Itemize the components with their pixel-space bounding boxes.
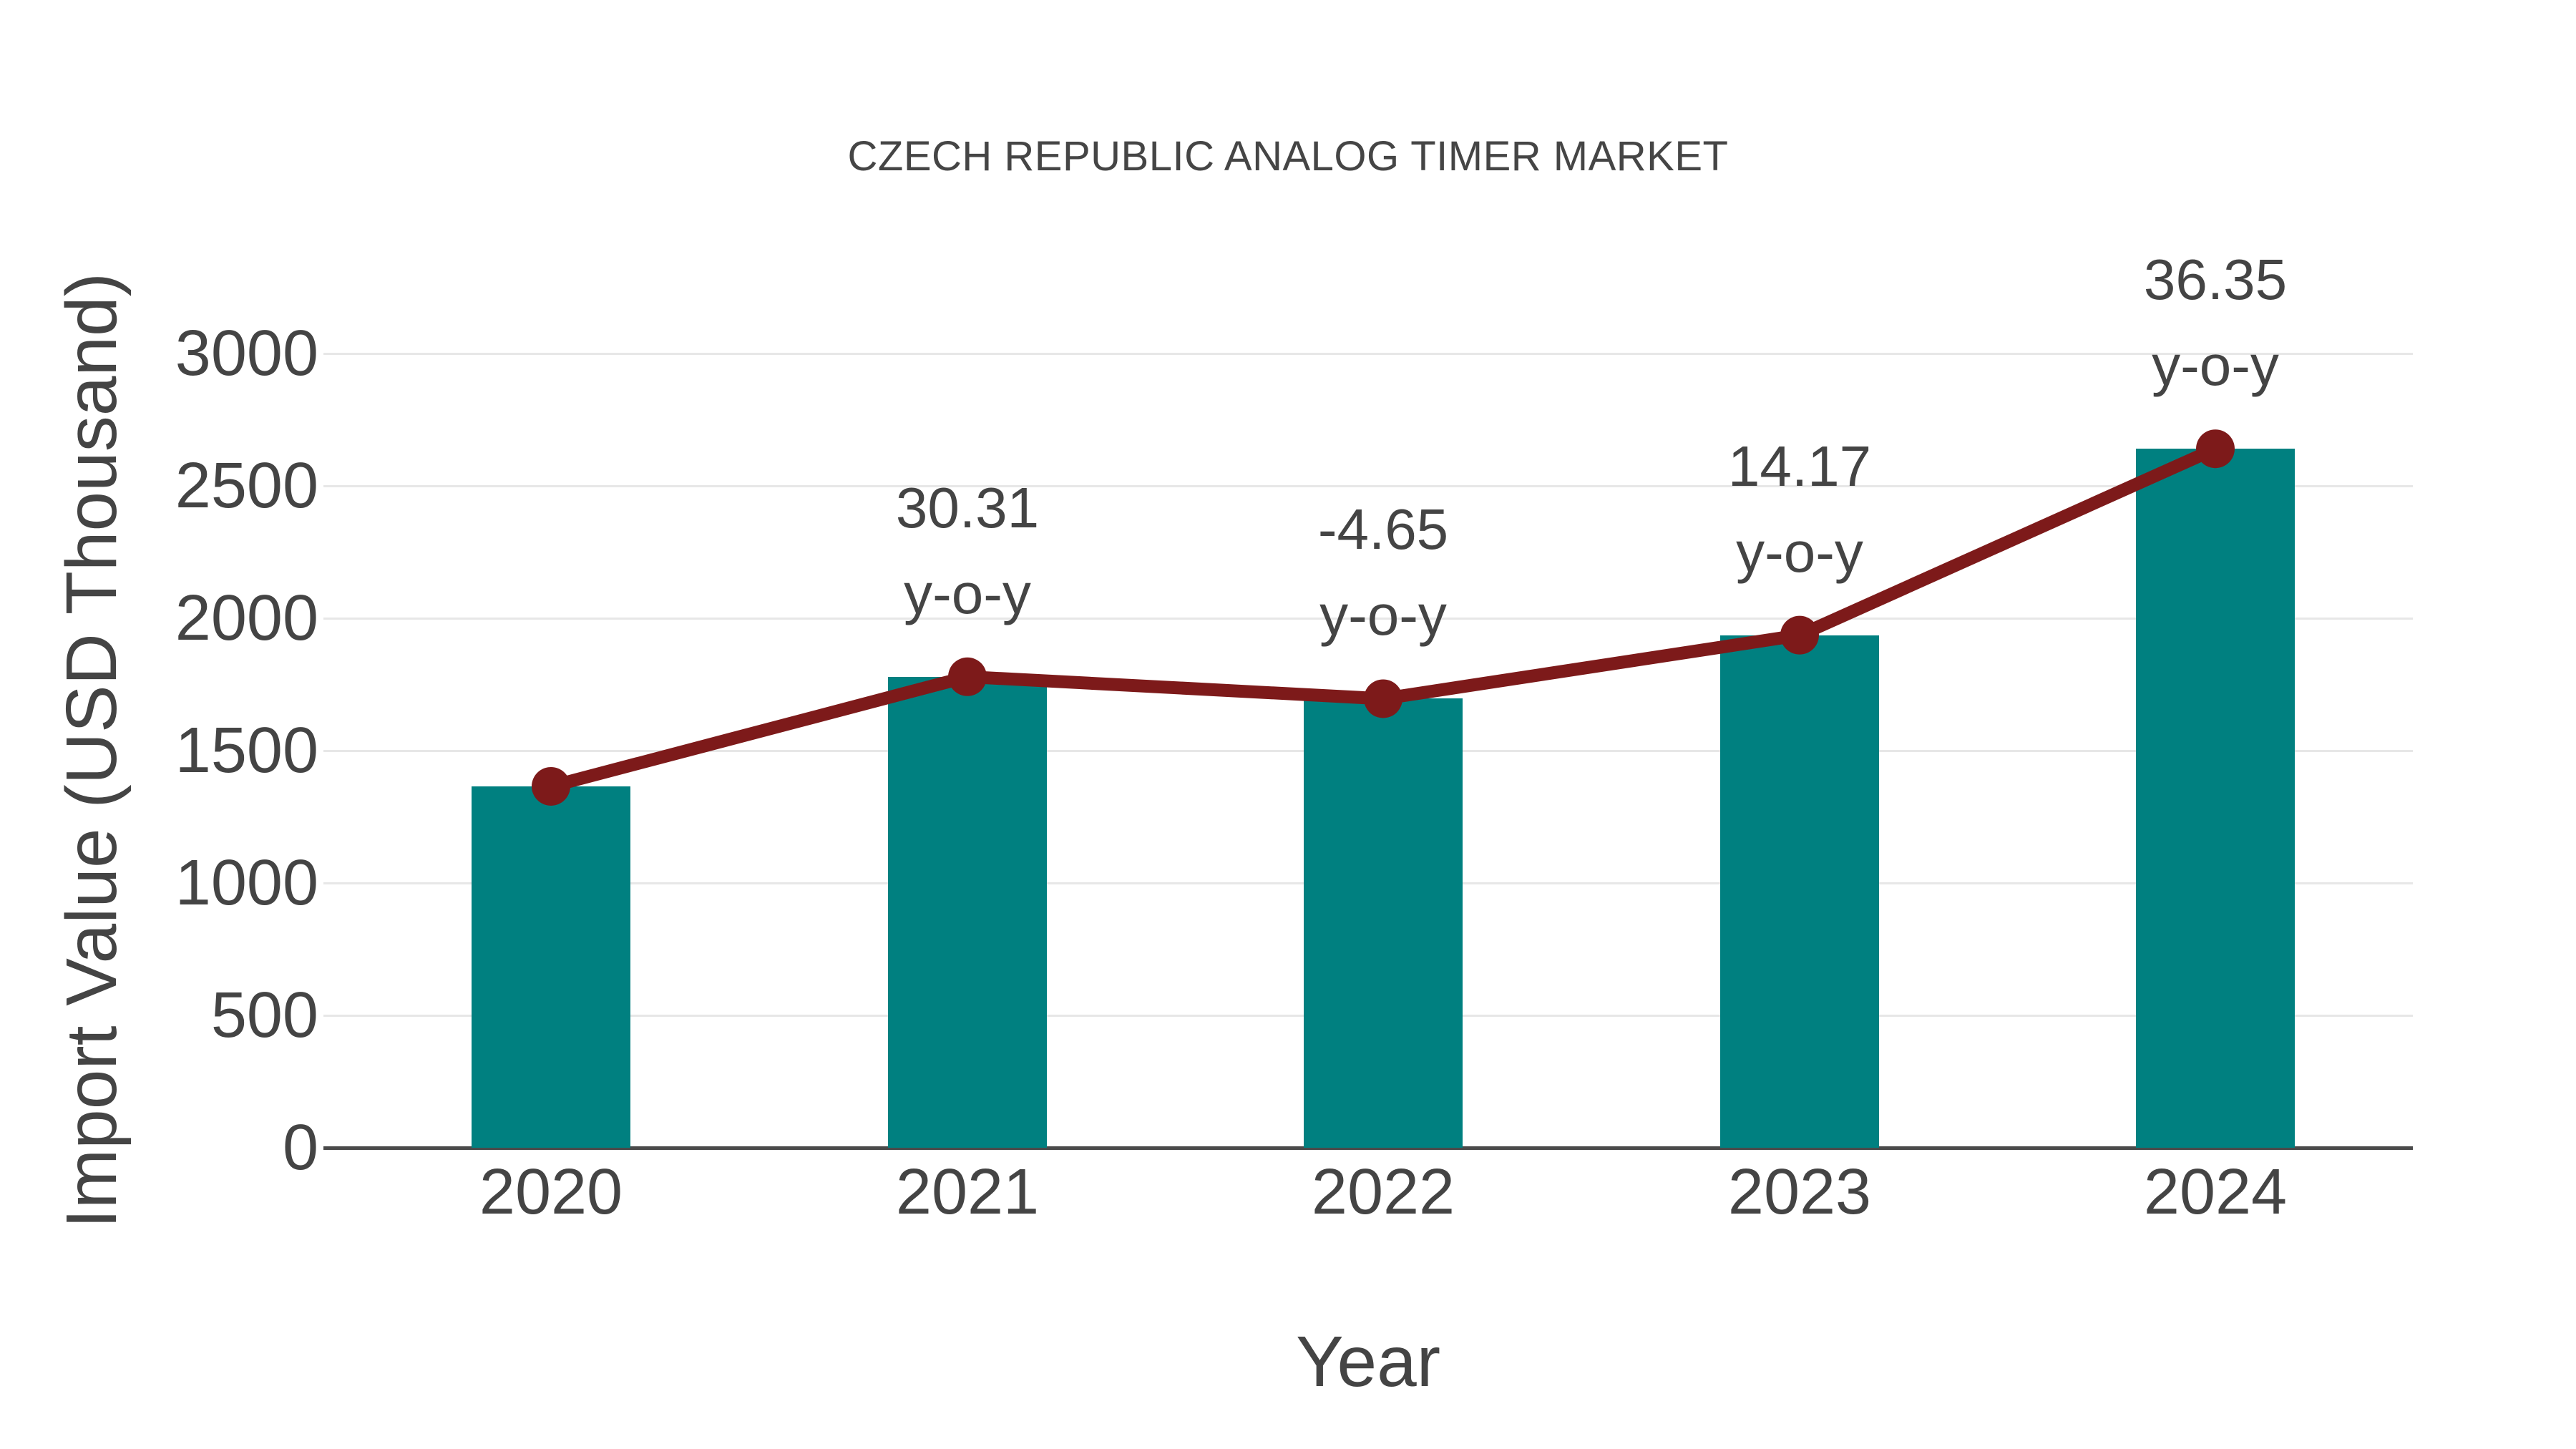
annotation-2022-value: -4.65: [1317, 497, 1449, 562]
annotation-2023-value: 14.17: [1727, 434, 1872, 498]
y-tick-2000: 2000: [175, 582, 318, 654]
x-tick-2023: 2023: [1727, 1156, 1872, 1228]
bar-2023: [1720, 635, 1879, 1148]
data-point-2023: [1780, 615, 1819, 655]
y-tick-500: 500: [210, 980, 318, 1051]
y-tick-2500: 2500: [175, 450, 318, 522]
y-tick-0: 0: [282, 1112, 318, 1184]
bar-2020: [472, 786, 630, 1148]
bar-2024: [2136, 449, 2295, 1148]
data-point-2024: [2196, 429, 2235, 469]
data-point-2022: [1364, 679, 1402, 718]
annotation-2023-unit: y-o-y: [1736, 519, 1863, 584]
annotation-2021-unit: y-o-y: [904, 561, 1031, 625]
annotation-2021-value: 30.31: [895, 475, 1040, 540]
x-tick-2022: 2022: [1311, 1156, 1455, 1228]
x-axis-line: [323, 1146, 2413, 1150]
bar-2021: [888, 676, 1047, 1148]
x-tick-2021: 2021: [895, 1156, 1040, 1228]
y-tick-1000: 1000: [175, 847, 318, 919]
x-axis-title: Year: [1295, 1322, 1441, 1402]
data-point-2020: [532, 766, 570, 806]
data-point-2021: [948, 657, 987, 696]
y-tick-3000: 3000: [175, 318, 318, 389]
chart-title: CZECH REPUBLIC ANALOG TIMER MARKET: [847, 133, 1729, 180]
gridline-3000: [323, 352, 2413, 355]
annotation-2024-unit: y-o-y: [2152, 333, 2279, 398]
annotation-2024-value: 36.35: [2143, 248, 2288, 312]
gridline-2000: [323, 617, 2413, 620]
gridline-2500: [323, 484, 2413, 487]
y-tick-1500: 1500: [175, 715, 318, 786]
bar-2022: [1304, 698, 1463, 1148]
x-tick-2024: 2024: [2143, 1156, 2288, 1228]
x-tick-2020: 2020: [479, 1156, 623, 1228]
annotation-2022-unit: y-o-y: [1319, 583, 1447, 648]
